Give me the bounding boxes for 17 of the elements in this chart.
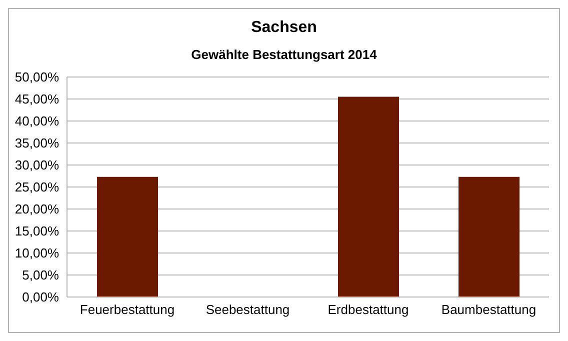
- y-tick-label: 10,00%: [14, 246, 60, 261]
- y-tick-label: 5,00%: [22, 268, 60, 283]
- y-tick-label: 0,00%: [22, 290, 60, 305]
- chart-title: Sachsen: [250, 19, 318, 38]
- y-tick-label: 45,00%: [14, 92, 60, 107]
- y-tick-label: 35,00%: [14, 136, 60, 151]
- y-tick-label: 30,00%: [14, 158, 60, 173]
- x-tick-label: Seebestattung: [206, 302, 290, 318]
- y-tick-label: 40,00%: [14, 114, 60, 129]
- y-tick-label: 25,00%: [14, 180, 60, 195]
- x-tick-label: Erdbestattung: [328, 302, 409, 318]
- y-tick-label: 50,00%: [14, 70, 60, 85]
- x-tick-label: Feuerbestattung: [80, 302, 175, 318]
- x-tick-label: Baumbestattung: [441, 302, 536, 318]
- chart-subtitle: Gewählte Bestattungsart 2014: [190, 47, 378, 64]
- y-tick-label: 15,00%: [14, 224, 60, 239]
- y-tick-label: 20,00%: [14, 202, 60, 217]
